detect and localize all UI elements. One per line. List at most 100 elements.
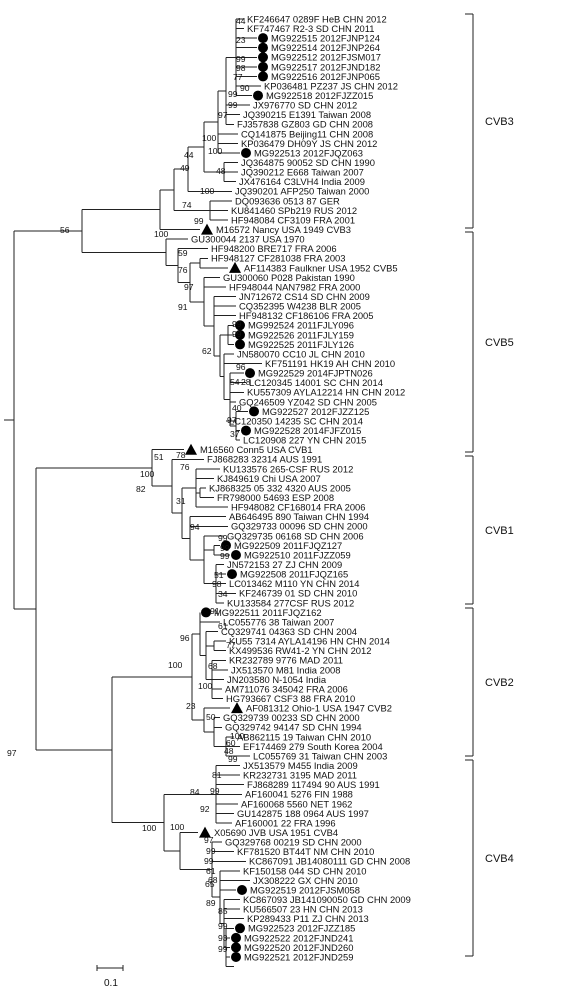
bootstrap-value: 48: [224, 746, 234, 756]
leaf-label: MG922512 2012FJSM017: [271, 52, 381, 63]
leaf-label: KJ849619 Chi USA 2007: [217, 473, 321, 484]
bootstrap-value: 77: [233, 72, 243, 82]
bootstrap-value: 99: [232, 329, 242, 339]
leaf-label: AB862115 19 Taiwan CHN 2010: [237, 731, 371, 742]
leaf-label: JX513570 M81 India 2008: [231, 664, 340, 675]
bootstrap-value: 28: [241, 377, 251, 387]
leaf-label: JX513579 M455 India 2009: [243, 760, 358, 771]
sample-circle-marker: [231, 952, 241, 962]
bootstrap-value: 99: [204, 856, 214, 866]
bootstrap-value: 62: [202, 346, 212, 356]
leaf-label: GU142875 188 0964 AUS 1997: [237, 808, 369, 819]
prototype-triangle-marker: [185, 443, 197, 455]
leaf-label: KP289433 P11 ZJ CHN 2013: [247, 913, 369, 924]
leaf-label: KP036479 DH09Y JS CHN 2012: [241, 138, 377, 149]
bootstrap-value: 100: [200, 186, 215, 196]
leaf-label: MG922528 2014FJFZ015: [254, 425, 361, 436]
bootstrap-value: 99: [228, 100, 238, 110]
bootstrap-value: 40: [232, 403, 242, 413]
leaf-label: LC120345 14001 SC CHN 2014: [249, 377, 383, 388]
bootstrap-value: 84: [190, 787, 200, 797]
bootstrap-value: 50: [206, 712, 216, 722]
bootstrap-value: 99: [220, 543, 230, 553]
leaf-label: MG922518 2012FJZZ015: [266, 90, 373, 101]
leaf-label: MG992524 2011FJLY096: [248, 320, 354, 331]
bootstrap-value: 51: [154, 452, 164, 462]
leaf-label: AF160041 5276 FIN 1988: [245, 789, 353, 800]
leaf-label: DQ093636 0513 87 GER: [235, 195, 340, 206]
leaf-label: GQ246509 YZ042 SD CHN 2005: [239, 396, 377, 407]
leaf-label: KC867091 JB14080111 GD CHN 2008: [249, 856, 410, 867]
bootstrap-value: 96: [236, 362, 246, 372]
leaf-label: MG922527 2012FJZZ125: [262, 406, 369, 417]
leaf-label: LC120908 227 YN CHN 2015: [243, 435, 366, 446]
bootstrap-value: 100: [168, 660, 183, 670]
leaf-label: KJ868325 05 332 4320 AUS 2005: [209, 482, 351, 493]
bootstrap-value: 31: [176, 496, 186, 506]
leaf-label: KF751191 HK19 AH CHN 2010: [265, 358, 395, 369]
sample-circle-marker: [235, 339, 245, 350]
leaf-label: KX499536 RW41-2 YN CHN 2012: [229, 645, 371, 656]
leaf-label: HF948084 CF3109 FRA 2001: [231, 214, 355, 225]
leaf-label: GU300044 2137 USA 1970: [191, 234, 305, 245]
bootstrap-value: 92: [200, 804, 210, 814]
leaf-label: GQ329742 94147 SD CHN 1994: [225, 722, 362, 733]
bootstrap-value: 59: [178, 248, 188, 258]
bootstrap-value: 97: [204, 835, 214, 845]
bootstrap-value: 98: [212, 579, 222, 589]
leaf-label: JQ390201 AFP250 Taiwan 2000: [235, 186, 369, 197]
leaf-label: LC055769 31 Taiwan CHN 2003: [253, 750, 387, 761]
leaf-label: KR232731 3195 MAD 2011: [243, 770, 357, 781]
bootstrap-value: 100: [208, 146, 223, 156]
clade-label: CVB3: [485, 116, 514, 128]
bootstrap-value: 100: [140, 469, 155, 479]
leaf-label: HF948127 CF281038 FRA 2003: [211, 253, 345, 264]
bootstrap-value: 93: [218, 933, 228, 943]
prototype-triangle-marker: [231, 702, 243, 714]
leaf-label: MG922510 2011FJZZ059: [244, 549, 351, 560]
leaf-markers: [185, 33, 268, 962]
bootstrap-value: 23: [236, 35, 246, 45]
clade-brackets: CVB3 CVB5 CVB1 CVB2 CVB4: [465, 13, 514, 957]
sample-circle-marker: [235, 923, 245, 934]
bootstrap-value: 49: [180, 163, 190, 173]
sample-circle-marker: [241, 425, 251, 436]
sample-circle-marker: [258, 42, 268, 53]
leaf-label: GQ329735 06168 SD CHN 2006: [227, 530, 364, 541]
bootstrap-value: 90: [240, 83, 250, 93]
bootstrap-value: 61: [218, 621, 228, 631]
bootstrap-value: 85: [218, 906, 228, 916]
bootstrap-value: 99: [228, 754, 238, 764]
bootstrap-value: 51: [214, 570, 224, 580]
leaf-label: GU300060 P028 Pakistan 1990: [223, 272, 355, 283]
leaf-label: KR232789 9776 MAD 2011: [229, 655, 343, 666]
bootstrap-value: 82: [136, 484, 146, 494]
leaf-label: MG922522 2012FJND241: [244, 932, 353, 943]
leaf-label: MG922511 2011FJQZ162: [214, 607, 322, 618]
bootstrap-value: 99: [228, 89, 238, 99]
leaf-label: HF948082 CF168014 FRA 2006: [231, 502, 365, 513]
leaf-label: AF114383 Faulkner USA 1952 CVB5: [244, 262, 398, 273]
bootstrap-value: 99: [220, 551, 230, 561]
leaf-label: HG793667 CSF3 88 FRA 2010: [226, 693, 355, 704]
leaf-label: JX308222 GX CHN 2010: [253, 875, 358, 886]
leaf-label: JQ364875 90052 SD CHN 1990: [241, 157, 375, 168]
leaf-label: GQ329733 00096 SD CHN 2000: [231, 521, 368, 532]
sample-circle-marker: [227, 569, 237, 580]
leaf-label: FJ868289 117494 90 AUS 1991: [247, 779, 380, 790]
leaf-label: KF246739 01 SD CHN 2010: [239, 588, 357, 599]
leaf-label: MG922529 2014FJPTN026: [258, 368, 373, 379]
leaf-label: MG922513 2012FJQZ063: [254, 147, 363, 158]
leaf-label: GQ329739 00233 SD CHN 2000: [223, 712, 360, 723]
sample-circle-marker: [241, 148, 251, 158]
sample-circle-marker: [237, 885, 247, 895]
leaf-label: JN572153 27 ZJ CHN 2009: [227, 559, 342, 570]
leaf-label: JX476164 C3LVH4 India 2009: [239, 176, 365, 187]
bootstrap-value: 76: [178, 265, 188, 275]
leaf-label: HF948044 NAN7982 FRA 2000: [229, 281, 360, 292]
leaf-label: MG922509 2011FJQZ127: [234, 540, 342, 551]
bootstrap-value: 68: [208, 875, 218, 885]
leaf-label: CQ352395 W4238 BLR 2005: [239, 301, 361, 312]
